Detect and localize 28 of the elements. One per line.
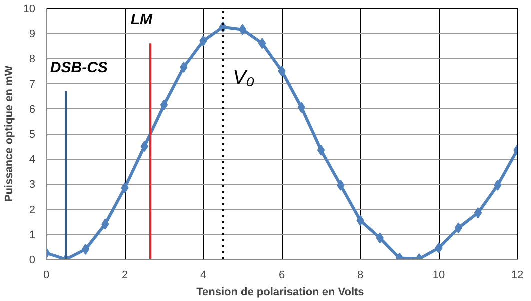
y-tick-label: 4 [29, 154, 36, 166]
ref-line-label: V₀ [232, 66, 255, 89]
y-tick-label: 0 [29, 254, 36, 266]
x-tick-label: 2 [122, 270, 128, 282]
y-tick-label: 7 [29, 78, 36, 91]
point [238, 24, 247, 36]
y-tick-label: 5 [29, 129, 36, 141]
point [160, 100, 168, 111]
point [317, 144, 326, 156]
x-tick-label: 4 [200, 270, 207, 282]
x-tick-label: 6 [278, 270, 286, 282]
ref-line-label: LM [130, 12, 154, 29]
y-tick-label: 3 [29, 179, 36, 192]
point [474, 208, 482, 219]
ref-line-label: DSB-CS [50, 59, 108, 76]
y-tick-label: 6 [29, 104, 36, 116]
y-tick-label: 9 [29, 28, 36, 41]
x-tick-label: 10 [432, 270, 446, 282]
x-tick-label: 0 [43, 270, 50, 282]
x-tick-label: 8 [357, 270, 364, 282]
y-tick-label: 8 [29, 54, 36, 66]
y-axis-title: Puissance optique en mW [3, 65, 16, 202]
y-tick-label: 2 [29, 204, 36, 216]
x-axis-title: Tension de polarisation en Volts [196, 286, 364, 298]
point [82, 244, 90, 255]
y-tick-label: 10 [23, 4, 36, 16]
x-tick-label: 12 [511, 270, 524, 282]
y-tick-label: 1 [29, 229, 36, 242]
